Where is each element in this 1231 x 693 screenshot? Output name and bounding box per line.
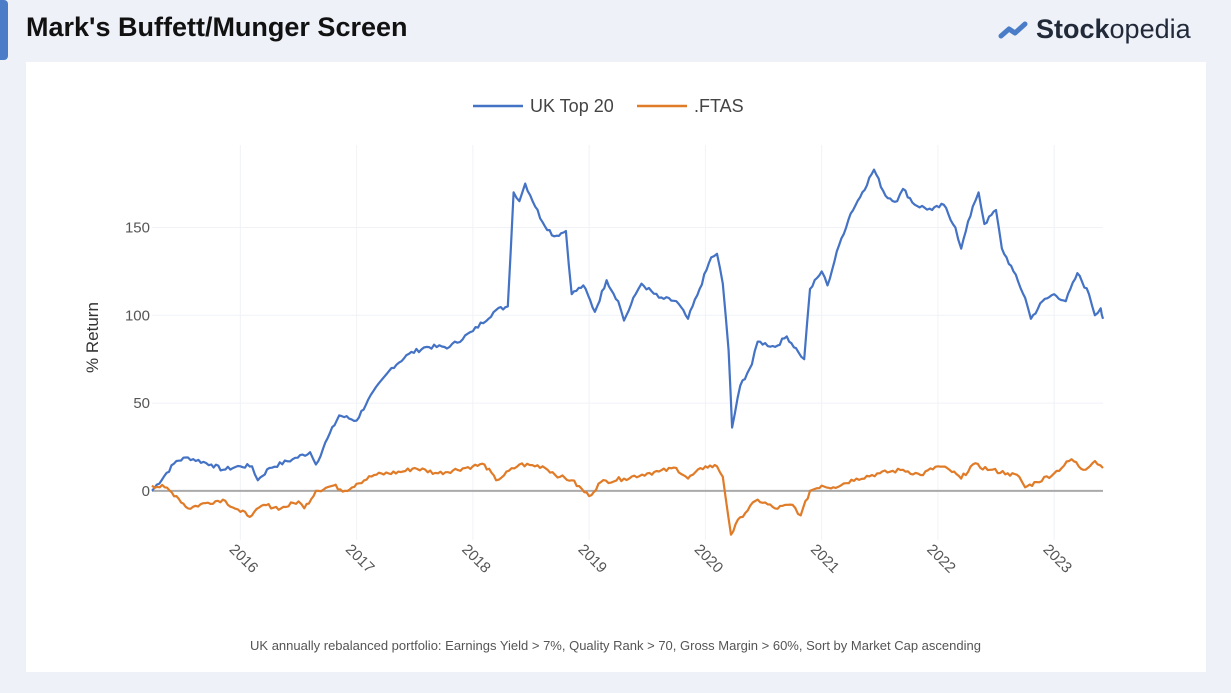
x-tick-label: 2017	[342, 541, 378, 577]
accent-bar	[0, 0, 8, 60]
y-tick-label: 150	[125, 220, 150, 237]
chart-card	[26, 62, 1206, 672]
trend-line-icon	[998, 21, 1028, 38]
y-tick-label: 100	[125, 307, 150, 324]
series-line-uk-top-20	[151, 168, 1105, 492]
x-tick-label: 2020	[691, 541, 727, 577]
x-tick-label: 2018	[458, 541, 494, 577]
x-tick-label: 2019	[575, 541, 611, 577]
legend-label: .FTAS	[694, 96, 744, 116]
logo-text: Stockopedia	[1036, 14, 1191, 44]
page-title: Mark's Buffett/Munger Screen	[26, 12, 408, 42]
y-tick-label: 0	[142, 483, 150, 500]
x-tick-label: 2023	[1040, 541, 1076, 577]
x-tick-label: 2016	[226, 541, 262, 577]
y-axis-label: % Return	[83, 302, 102, 373]
legend-label: UK Top 20	[530, 96, 614, 116]
x-tick-label: 2022	[923, 541, 959, 577]
x-tick-label: 2021	[807, 541, 843, 577]
y-tick-label: 50	[133, 395, 150, 412]
stockopedia-logo[interactable]: Stockopedia	[998, 14, 1191, 45]
series-line-ftas	[151, 458, 1104, 536]
chart-caption: UK annually rebalanced portfolio: Earnin…	[250, 638, 981, 653]
